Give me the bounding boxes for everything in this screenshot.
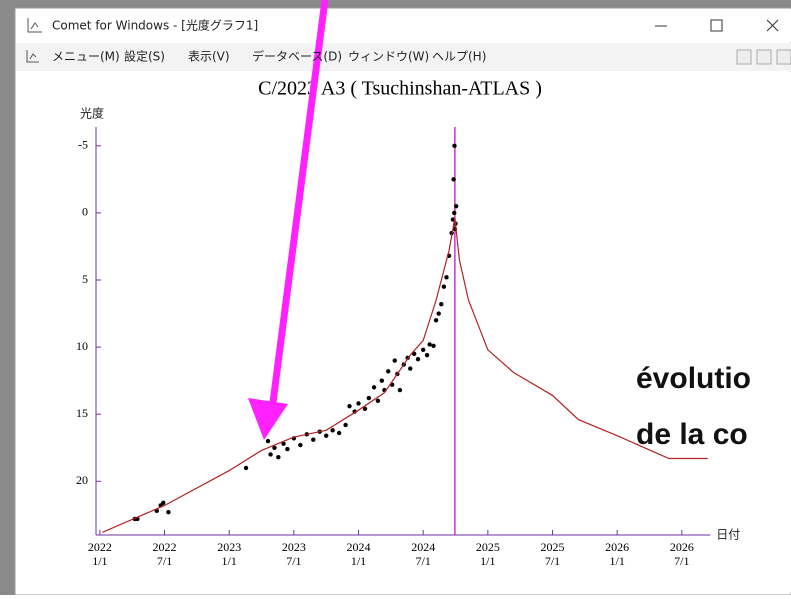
x-tick-label: 2024: [347, 540, 371, 554]
observation: [379, 378, 385, 383]
maximize-button[interactable]: [710, 19, 723, 32]
child-minimize[interactable]: [736, 49, 752, 65]
observation: [392, 358, 397, 363]
x-tick-label: 2022: [88, 540, 112, 554]
x-tick-label: 2025: [476, 540, 500, 554]
arrow-shaft: [268, 0, 329, 411]
x-tick-label: 7/1: [674, 554, 689, 568]
observation: [441, 284, 447, 289]
observation: [408, 366, 413, 371]
observation: [386, 369, 391, 374]
chart-title: C/2023 A3 ( Tsuchinshan-ATLAS ): [258, 78, 542, 100]
observation: [281, 441, 286, 446]
observation: [336, 430, 342, 436]
menu-item[interactable]: 表示(V): [188, 50, 230, 64]
x-tick-label: 2023: [217, 540, 241, 554]
x-tick-label: 7/1: [416, 554, 431, 568]
observation: [397, 387, 403, 393]
observation: [431, 343, 436, 348]
x-tick-label: 2023: [282, 540, 306, 554]
observation: [356, 401, 361, 406]
child-close[interactable]: [776, 49, 791, 65]
observation: [265, 438, 271, 444]
observation: [451, 177, 456, 182]
observation: [285, 446, 290, 452]
menu-bar: [16, 43, 791, 71]
observation: [343, 422, 348, 428]
annotation: évolutio: [636, 362, 751, 395]
x-tick-label: 2024: [411, 540, 435, 554]
observation: [427, 342, 432, 347]
observation: [439, 301, 444, 307]
observation: [415, 356, 421, 362]
child-restore[interactable]: [756, 49, 772, 65]
observation: [453, 203, 459, 209]
model-curve: [102, 218, 708, 533]
observation: [444, 275, 449, 280]
chart-area: [20, 72, 791, 592]
observation: [268, 452, 273, 457]
observation: [375, 398, 381, 403]
x-tick-label: 7/1: [286, 554, 301, 568]
app-icon: [27, 18, 42, 33]
annotation: de la co: [636, 418, 748, 451]
observation: [362, 406, 368, 412]
x-tick-label: 1/1: [351, 554, 366, 568]
observation: [276, 454, 281, 460]
observation: [433, 318, 439, 323]
x-tick-label: 1/1: [92, 554, 107, 568]
window-title: Comet for Windows - [光度グラフ1]: [52, 18, 258, 33]
y-tick-label: 0: [82, 205, 88, 219]
x-tick-label: 1/1: [610, 554, 625, 568]
x-tick-label: 7/1: [545, 554, 560, 568]
y-tick-label: 10: [76, 339, 88, 353]
y-tick-label: 15: [76, 406, 88, 420]
menu-icon: [26, 50, 39, 63]
overlay: évolutio de la co: [248, 0, 751, 451]
x-tick-label: 1/1: [480, 554, 495, 568]
menu-item[interactable]: データベース(D): [252, 49, 342, 64]
x-tick-label: 2022: [153, 540, 177, 554]
observation: [323, 433, 329, 438]
observation: [436, 311, 441, 316]
menu-item[interactable]: ウィンドウ(W): [348, 50, 429, 64]
observation: [420, 347, 426, 352]
observation: [347, 403, 352, 409]
menu-item[interactable]: メニュー(M): [52, 50, 120, 64]
close-button[interactable]: [766, 19, 779, 32]
y-tick-label: -5: [78, 138, 88, 152]
observation: [452, 143, 457, 148]
x-tick-label: 1/1: [222, 554, 237, 568]
menu-item[interactable]: ヘルプ(H): [432, 50, 486, 64]
y-axis-label: 光度: [80, 106, 104, 121]
x-tick-label: 2025: [541, 540, 565, 554]
x-tick-label: 2026: [670, 540, 694, 554]
y-tick-label: 20: [76, 473, 88, 487]
observation: [366, 395, 372, 401]
x-tick-label: 2026: [605, 540, 629, 554]
observation: [452, 210, 457, 216]
x-axis-label: 日付: [716, 528, 740, 542]
menu-item[interactable]: 設定(S): [124, 49, 165, 64]
observation: [161, 500, 166, 505]
observation: [311, 437, 316, 442]
arrow-head: [248, 398, 288, 440]
x-tick-label: 7/1: [157, 554, 172, 568]
observation: [371, 385, 377, 390]
observation: [330, 428, 335, 433]
observation: [298, 442, 303, 448]
observation: [424, 352, 430, 358]
observation: [272, 445, 277, 450]
observation: [166, 509, 171, 515]
observation: [243, 465, 249, 471]
y-tick-label: 5: [82, 272, 88, 286]
